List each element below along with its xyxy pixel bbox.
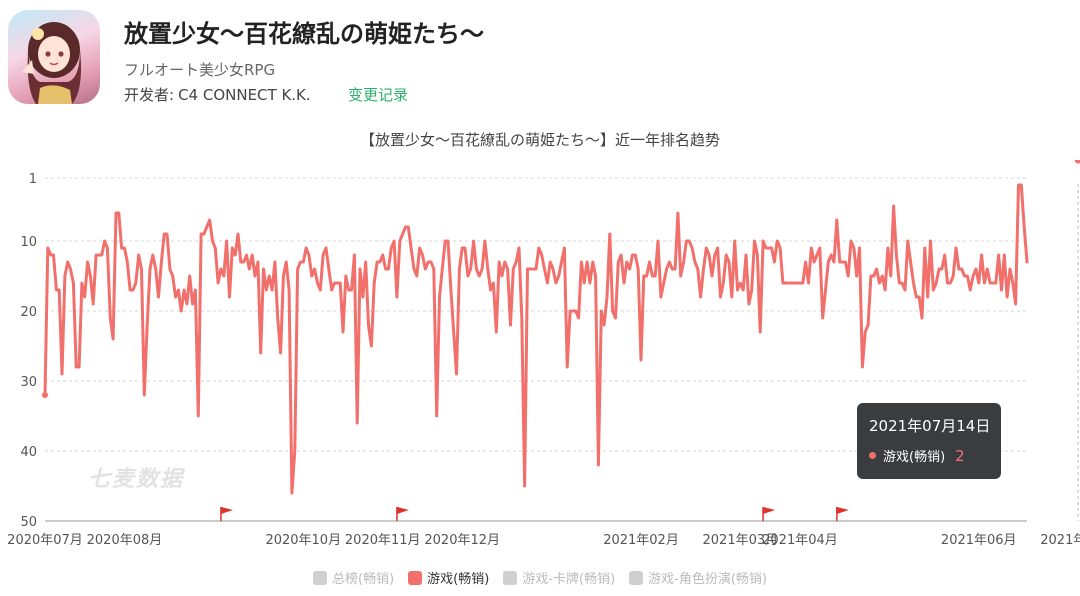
event-flag-icon [836,507,849,514]
app-icon[interactable] [8,10,100,104]
watermark: 七麦数据 [88,467,185,492]
tooltip-date: 2021年07月14日 [869,417,991,435]
developer-info: 开发者: C4 CONNECT K.K. [124,84,311,105]
legend-swatch [629,570,644,585]
x-tick-label: 2021年03月 [703,533,779,548]
legend-swatch [408,570,423,585]
developer-name: C4 CONNECT K.K. [178,86,311,104]
tooltip-row: 游戏(畅销) 2 [869,446,965,465]
changelog-link[interactable]: 变更记录 [348,86,409,104]
legend-label: 总榜(畅销) [332,572,395,587]
tooltip-value: 2 [955,446,965,465]
highlighted-point [1073,160,1080,165]
legend-item-overall[interactable]: 总榜(畅销) [313,568,394,587]
y-tick-label: 1 [29,172,37,187]
legend-label: 游戏-角色扮演(畅销) [648,572,767,587]
app-icon-artwork [22,22,82,104]
rank-trend-chart[interactable]: 1 10 20 30 40 50 2020年07月 2020年08月 2020年10月 2020年… [0,160,1080,556]
x-tick-label: 2020年08月 [87,533,163,548]
app-subtitle: フルオート美少女RPG [124,61,276,79]
app-title: 放置少女～百花繚乱の萌姫たち～ [124,20,484,48]
legend-swatch [503,570,518,585]
y-tick-label: 20 [20,305,37,320]
legend-item-games-rpg[interactable]: 游戏-角色扮演(畅销) [629,568,767,587]
tooltip-series-name: 游戏(畅销) [883,450,946,465]
x-tick-label: 2020年12月 [424,533,500,548]
app-header: 放置少女～百花繚乱の萌姫たち～ フルオート美少女RPG 开发者: C4 CONNE… [0,0,1080,120]
y-tick-label: 40 [20,445,37,460]
y-tick-label: 30 [20,375,37,390]
x-tick-label: 2020年11月 [345,533,421,548]
legend-item-games[interactable]: 游戏(畅销) [408,568,489,587]
event-flag-icon [763,507,776,514]
y-tick-label: 50 [20,515,37,530]
series-line-games [43,183,1029,495]
legend-swatch [313,570,327,585]
developer-label: 开发者: [124,86,175,104]
tooltip-series-dot [869,452,876,459]
x-tick-label: 2020年10月 [265,533,341,548]
x-tick-label: 2021年02月 [603,533,679,548]
x-tick-label: 2021年04月 [762,533,838,548]
legend-label: 游戏(畅销) [427,572,490,587]
event-flag-icon [396,507,409,514]
x-tick-label: 2021年06月 [941,533,1017,548]
event-flag-icon [220,507,233,514]
x-tick-label: 2020年07月 [7,533,83,548]
chart-legend: 总榜(畅销) 游戏(畅销) 游戏-卡牌(畅销) 游戏-角色扮演(畅销) [0,568,1080,587]
series-start-point [42,392,48,398]
x-tick-label: 2021年07月 [1040,533,1080,548]
chart-tooltip: 2021年07月14日 游戏(畅销) 2 [857,403,1001,479]
legend-label: 游戏-卡牌(畅销) [522,572,616,587]
y-tick-label: 10 [20,235,37,250]
chart-title: 【放置少女～百花繚乱の萌姫たち～】近一年排名趋势 [359,131,720,149]
legend-item-games-card[interactable]: 游戏-卡牌(畅销) [503,568,615,587]
